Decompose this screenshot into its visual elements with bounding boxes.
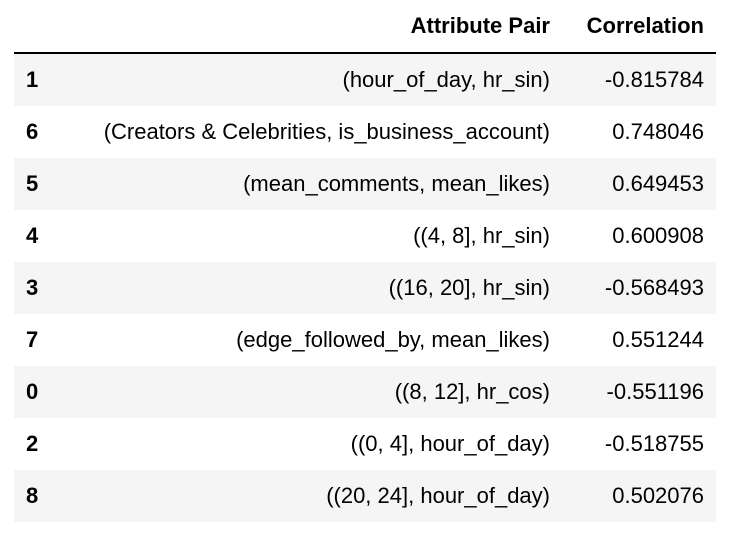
attribute-pair-cell: (edge_followed_by, mean_likes) [236, 327, 550, 352]
table-row: 1 (hour_of_day, hr_sin) -0.815784 [14, 53, 716, 106]
table-row: 4 ((4, 8], hr_sin) 0.600908 [14, 210, 716, 262]
row-index: 7 [26, 327, 39, 352]
correlation-cell: -0.568493 [604, 275, 704, 300]
row-index: 2 [26, 431, 39, 456]
table-body: 1 (hour_of_day, hr_sin) -0.815784 6 (Cre… [14, 53, 716, 522]
table-row: 6 (Creators & Celebrities, is_business_a… [14, 106, 716, 158]
correlation-cell: 0.600908 [612, 223, 704, 248]
correlation-cell: -0.551196 [606, 379, 704, 404]
correlation-cell: 0.649453 [612, 171, 704, 196]
row-index: 6 [26, 119, 39, 144]
attribute-pair-cell: (Creators & Celebrities, is_business_acc… [103, 119, 550, 144]
table-row: 2 ((0, 4], hour_of_day) -0.518755 [14, 418, 716, 470]
correlation-column-header: Correlation [562, 0, 716, 54]
table-row: 5 (mean_comments, mean_likes) 0.649453 [14, 158, 716, 210]
attribute-pair-cell: ((0, 4], hour_of_day) [350, 431, 550, 456]
attribute-pair-cell: ((16, 20], hr_sin) [388, 275, 550, 300]
correlation-table: Attribute Pair Correlation 1 (hour_of_da… [14, 0, 716, 522]
correlation-cell: -0.518755 [604, 431, 704, 456]
attribute-pair-cell: ((20, 24], hour_of_day) [326, 483, 550, 508]
table-row: 7 (edge_followed_by, mean_likes) 0.55124… [14, 314, 716, 366]
dataframe-container: Attribute Pair Correlation 1 (hour_of_da… [14, 0, 716, 522]
correlation-cell: 0.551244 [612, 327, 704, 352]
correlation-cell: 0.748046 [612, 119, 704, 144]
attribute-pair-column-header: Attribute Pair [50, 0, 562, 54]
row-index: 3 [26, 275, 39, 300]
table-header: Attribute Pair Correlation [14, 0, 716, 54]
attribute-pair-cell: (hour_of_day, hr_sin) [342, 67, 551, 92]
row-index: 0 [26, 379, 39, 404]
attribute-pair-cell: (mean_comments, mean_likes) [243, 171, 550, 196]
row-index: 1 [26, 67, 39, 92]
table-row: 3 ((16, 20], hr_sin) -0.568493 [14, 262, 716, 314]
header-row: Attribute Pair Correlation [14, 0, 716, 54]
row-index: 8 [26, 483, 39, 508]
row-index: 4 [26, 223, 39, 248]
correlation-cell: -0.815784 [604, 67, 704, 92]
attribute-pair-cell: ((8, 12], hr_cos) [394, 379, 550, 404]
row-index: 5 [26, 171, 39, 196]
table-row: 8 ((20, 24], hour_of_day) 0.502076 [14, 470, 716, 522]
correlation-cell: 0.502076 [612, 483, 704, 508]
index-column-header [14, 0, 50, 54]
attribute-pair-cell: ((4, 8], hr_sin) [413, 223, 550, 248]
table-row: 0 ((8, 12], hr_cos) -0.551196 [14, 366, 716, 418]
